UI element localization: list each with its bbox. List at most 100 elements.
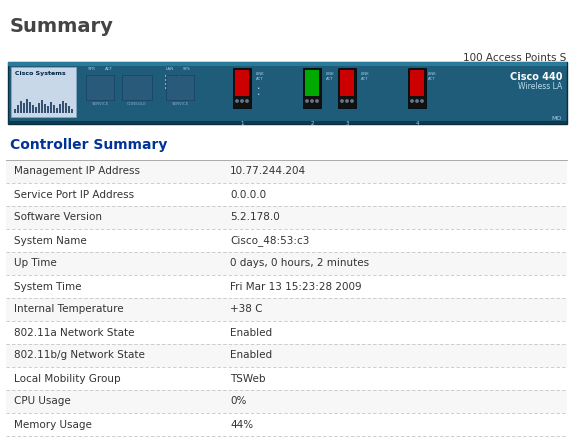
Text: 5.2.178.0: 5.2.178.0: [230, 213, 280, 223]
Bar: [38, 103, 40, 113]
Circle shape: [241, 100, 243, 102]
Bar: [68, 106, 70, 113]
Circle shape: [351, 100, 353, 102]
Text: MO: MO: [551, 116, 562, 121]
Bar: [6, 367, 567, 390]
Text: 1: 1: [240, 121, 244, 126]
Bar: [23, 103, 25, 113]
Bar: [65, 103, 67, 113]
Text: Software Version: Software Version: [14, 213, 102, 223]
Text: LAN: LAN: [166, 67, 174, 71]
Text: CPU Usage: CPU Usage: [14, 396, 71, 407]
Text: 4: 4: [415, 121, 419, 126]
Bar: [29, 102, 31, 113]
Bar: [165, 75, 167, 77]
Circle shape: [346, 100, 348, 102]
Text: Memory Usage: Memory Usage: [14, 419, 92, 430]
Text: 0 days, 0 hours, 2 minutes: 0 days, 0 hours, 2 minutes: [230, 258, 369, 269]
Bar: [41, 100, 43, 113]
Text: 44%: 44%: [230, 419, 253, 430]
Text: CONSOLE: CONSOLE: [127, 102, 147, 106]
Text: •
•: • •: [256, 86, 259, 97]
Circle shape: [311, 100, 313, 102]
Text: SERVICE: SERVICE: [91, 102, 109, 106]
Text: Summary: Summary: [10, 16, 114, 35]
Text: Enabled: Enabled: [230, 328, 272, 337]
Bar: [166, 75, 194, 100]
Bar: [59, 104, 61, 113]
Text: LINK
ACT: LINK ACT: [428, 72, 436, 82]
Text: Controller Summary: Controller Summary: [10, 138, 167, 152]
Circle shape: [416, 100, 418, 102]
Bar: [6, 160, 567, 183]
Bar: [8, 121, 567, 124]
Bar: [303, 68, 321, 108]
Text: Enabled: Enabled: [230, 351, 272, 360]
Bar: [6, 321, 567, 344]
Circle shape: [421, 100, 423, 102]
Text: Fri Mar 13 15:23:28 2009: Fri Mar 13 15:23:28 2009: [230, 281, 362, 292]
Bar: [6, 229, 567, 252]
Text: Local Mobility Group: Local Mobility Group: [14, 374, 121, 384]
Text: STR: STR: [88, 67, 96, 71]
Text: System Time: System Time: [14, 281, 82, 292]
Text: ACT: ACT: [105, 67, 113, 71]
Circle shape: [236, 100, 238, 102]
Text: +38 C: +38 C: [230, 304, 263, 314]
Bar: [6, 275, 567, 298]
Circle shape: [306, 100, 308, 102]
Text: LINK
ACT: LINK ACT: [361, 72, 370, 82]
Text: 100 Access Points S: 100 Access Points S: [463, 53, 566, 63]
Text: Service Port IP Address: Service Port IP Address: [14, 190, 134, 199]
Bar: [32, 105, 34, 113]
Bar: [178, 79, 180, 81]
Bar: [6, 413, 567, 436]
Bar: [408, 68, 426, 108]
Text: 2: 2: [310, 121, 314, 126]
Bar: [8, 62, 567, 66]
Text: Cisco Systems: Cisco Systems: [15, 71, 66, 76]
Text: Management IP Address: Management IP Address: [14, 167, 140, 176]
Bar: [26, 99, 28, 113]
Text: Wireless LA: Wireless LA: [518, 82, 562, 91]
Text: TSWeb: TSWeb: [230, 374, 266, 384]
Bar: [53, 105, 55, 113]
Text: SYS: SYS: [183, 67, 191, 71]
Text: LINK
ACT: LINK ACT: [256, 72, 264, 82]
Bar: [6, 206, 567, 229]
Bar: [165, 83, 167, 85]
Bar: [8, 62, 567, 124]
Bar: [165, 87, 167, 89]
Bar: [340, 70, 354, 96]
Text: SERVICE: SERVICE: [171, 102, 189, 106]
Text: System Name: System Name: [14, 235, 87, 246]
Bar: [44, 104, 46, 113]
Bar: [305, 70, 319, 96]
Bar: [6, 298, 567, 321]
Text: 0%: 0%: [230, 396, 246, 407]
Bar: [71, 109, 73, 113]
Text: 3: 3: [345, 121, 349, 126]
Bar: [86, 75, 114, 100]
Bar: [14, 109, 16, 113]
Bar: [11, 67, 76, 117]
Circle shape: [411, 100, 413, 102]
Bar: [410, 70, 424, 96]
Text: 10.77.244.204: 10.77.244.204: [230, 167, 306, 176]
Bar: [178, 83, 180, 85]
Text: LINK
ACT: LINK ACT: [326, 72, 335, 82]
Bar: [178, 87, 180, 89]
Bar: [50, 102, 52, 113]
Bar: [20, 101, 22, 113]
Bar: [6, 183, 567, 206]
Bar: [122, 75, 152, 100]
Text: Up Time: Up Time: [14, 258, 57, 269]
Bar: [235, 70, 249, 96]
Bar: [6, 390, 567, 413]
Bar: [233, 68, 251, 108]
Bar: [6, 252, 567, 275]
Circle shape: [246, 100, 248, 102]
Circle shape: [341, 100, 343, 102]
Bar: [56, 108, 58, 113]
Text: Cisco_48:53:c3: Cisco_48:53:c3: [230, 235, 309, 246]
